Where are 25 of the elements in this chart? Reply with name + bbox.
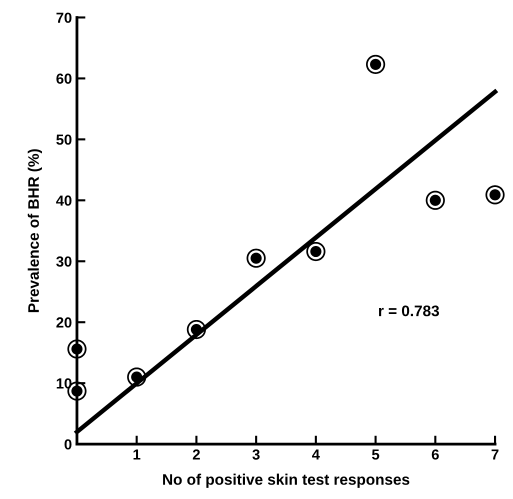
y-tick-label: 0	[64, 439, 72, 450]
x-axis-title: No of positive skin test responses	[163, 474, 410, 488]
y-tick-label: 50	[56, 134, 72, 145]
y-tick-label: 60	[56, 74, 72, 84]
x-tick-label: 3	[252, 449, 260, 460]
point	[306, 242, 326, 262]
x-tick-label: 7	[492, 450, 498, 460]
point	[485, 185, 505, 204]
y-tick-label: 30	[56, 256, 72, 267]
x-tick-label: 5	[372, 450, 380, 460]
y-tick-label: 40	[56, 195, 72, 206]
point	[186, 320, 206, 340]
y-tick-label: 20	[56, 317, 72, 328]
x-tick-label: 1	[134, 450, 140, 460]
x-tick-label: 4	[312, 450, 320, 460]
point	[426, 190, 445, 210]
x-tick-label: 2	[192, 449, 200, 460]
y-tick-label: 70	[56, 12, 72, 23]
x-tick-label: 6	[432, 449, 439, 460]
y-axis-title: Prevalence of BHR (%)	[28, 149, 42, 312]
point	[366, 54, 386, 74]
point	[127, 367, 146, 387]
point	[246, 248, 266, 268]
annotation: r = 0.783	[378, 305, 440, 316]
point	[67, 339, 87, 359]
